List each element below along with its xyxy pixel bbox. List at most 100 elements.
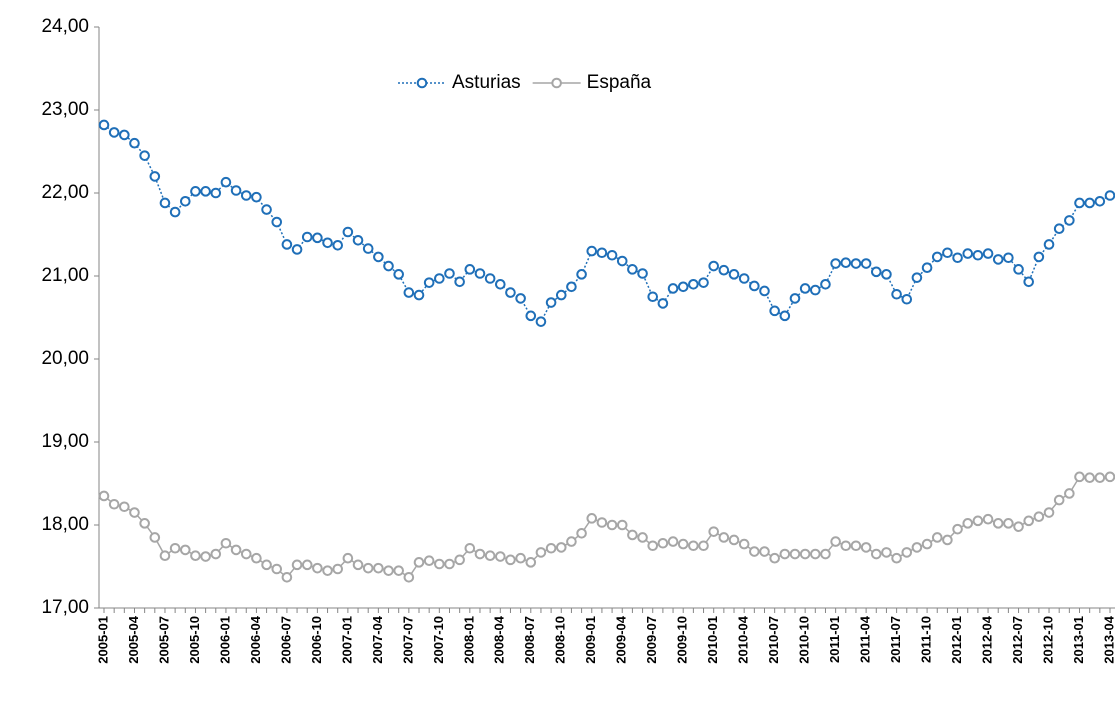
x-tick-label: 2007-04 [370, 615, 385, 663]
data-point [169, 542, 181, 554]
data-point [1104, 471, 1115, 483]
data-point [677, 281, 689, 293]
data-point [789, 548, 801, 560]
data-point [271, 216, 283, 228]
x-tick-label: 2009-04 [614, 615, 629, 663]
x-tick-label: 2009-10 [675, 616, 690, 664]
data-point [657, 537, 669, 549]
data-point [820, 279, 831, 290]
data-point [261, 559, 272, 571]
data-point [718, 264, 730, 276]
x-tick-label: 2007-01 [339, 616, 354, 664]
data-point [505, 554, 516, 566]
data-point [444, 268, 455, 279]
y-tick-label: 20,00 [41, 348, 89, 369]
data-point [179, 196, 191, 207]
data-point [434, 273, 445, 284]
x-tick-label: 2005-04 [126, 615, 141, 663]
x-tick-label: 2006-10 [309, 616, 324, 664]
data-point [1023, 276, 1035, 288]
data-point [799, 548, 811, 560]
data-point [596, 517, 608, 528]
x-tick-label: 2011-04 [858, 615, 873, 663]
x-tick-label: 2013-01 [1071, 616, 1086, 664]
data-point [1003, 252, 1014, 264]
data-point [637, 268, 648, 279]
data-point [799, 283, 811, 294]
data-point [108, 127, 120, 138]
data-point [312, 562, 323, 574]
data-point [738, 538, 750, 550]
data-point [647, 291, 659, 303]
series-line [103, 124, 1111, 323]
data-point [525, 557, 537, 568]
y-tick-label: 23,00 [41, 99, 89, 120]
data-point [830, 536, 841, 547]
data-point [129, 507, 140, 518]
data-point [881, 547, 892, 558]
data-point [810, 548, 821, 560]
data-point [271, 563, 283, 575]
data-point [779, 548, 791, 560]
data-point [403, 571, 415, 583]
y-tick-label: 22,00 [41, 182, 89, 203]
data-point [434, 558, 445, 570]
data-point [779, 310, 791, 322]
x-tick-label: 2012-01 [949, 616, 964, 664]
data-point [413, 289, 425, 301]
data-point [749, 280, 760, 292]
data-point [474, 268, 486, 279]
data-point [972, 249, 984, 261]
data-point [606, 249, 618, 261]
data-point [1064, 215, 1075, 226]
data-point [931, 532, 943, 543]
data-point [616, 519, 628, 531]
data-point [931, 251, 943, 263]
data-point [149, 171, 161, 182]
data-point [728, 534, 740, 546]
data-point [159, 550, 171, 562]
data-point [830, 258, 841, 269]
data-point [850, 540, 862, 552]
data-point [688, 279, 699, 290]
x-tick-label: 2008-01 [461, 616, 476, 664]
x-tick-label: 2011-07 [888, 616, 903, 663]
data-point [992, 254, 1004, 265]
data-point [383, 565, 394, 576]
y-tick-label: 19,00 [41, 431, 89, 452]
data-point [738, 273, 750, 284]
x-tick-label: 2006-01 [217, 616, 232, 664]
x-tick-label: 2012-04 [979, 615, 994, 663]
data-point [454, 276, 465, 288]
data-point [667, 536, 679, 547]
y-tick-label: 17,00 [41, 597, 89, 618]
data-point [423, 555, 435, 566]
data-point [1074, 197, 1085, 209]
data-point [139, 518, 150, 529]
data-point [119, 501, 130, 513]
data-point [179, 544, 191, 556]
data-point [535, 316, 547, 327]
data-point [373, 562, 384, 574]
data-point [220, 537, 232, 549]
data-point [251, 552, 262, 564]
y-tick-label: 21,00 [41, 265, 89, 286]
data-point [240, 548, 252, 560]
data-point [1043, 507, 1055, 518]
data-point [1023, 515, 1035, 527]
data-point [616, 255, 628, 267]
data-point [840, 540, 852, 552]
data-point [992, 518, 1004, 529]
data-point [98, 119, 110, 131]
data-point [870, 548, 882, 560]
data-point [423, 277, 435, 288]
data-point [769, 305, 780, 317]
data-point [230, 185, 242, 196]
x-tick-label: 2007-10 [431, 616, 446, 664]
data-point [200, 551, 211, 562]
data-point [728, 269, 740, 280]
data-point [505, 287, 516, 298]
data-point [789, 293, 801, 304]
data-point [515, 552, 526, 564]
